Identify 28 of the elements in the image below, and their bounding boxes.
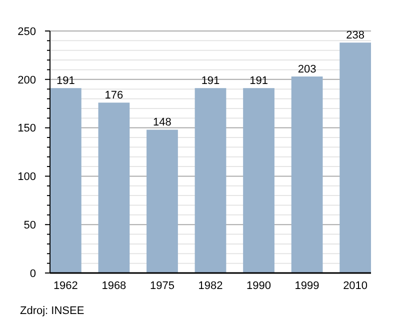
bar [50,88,82,273]
data-label: 191 [201,75,220,88]
data-label: 203 [298,63,316,76]
data-label: 191 [250,75,268,88]
y-tick-label: 0 [30,268,36,280]
bar [146,130,178,273]
y-tick-label: 200 [18,74,36,86]
bar [340,42,371,273]
bar [291,76,323,273]
x-tick-label: 1999 [294,280,320,292]
text: Zdroj: INSEE [20,305,84,317]
x-tick-label: 1962 [53,280,78,292]
y-tick-label: 150 [18,122,36,135]
y-tick-label: 250 [18,26,36,38]
bar [98,102,130,273]
y-tick-label: 100 [18,171,36,184]
x-tick-label: 1975 [150,280,174,292]
x-tick-label: 2010 [343,280,368,292]
x-tick-label: 1968 [102,280,126,292]
data-label: 176 [104,90,124,102]
x-tick-label: 1990 [246,280,272,292]
x-tick-label: 1982 [198,280,223,292]
bar [194,88,226,273]
y-tick-label: 50 [24,219,36,232]
data-label: 238 [346,30,364,42]
bar [243,88,274,273]
data-label: 191 [56,75,75,88]
data-label: 148 [153,116,172,129]
